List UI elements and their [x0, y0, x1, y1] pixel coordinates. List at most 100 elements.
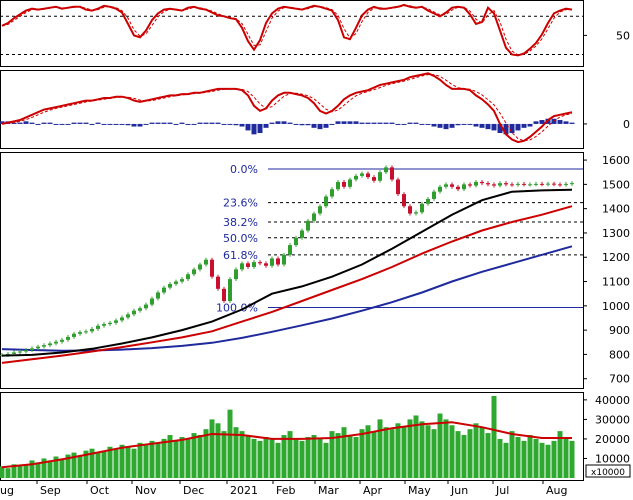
volume-bar: [137, 442, 143, 478]
volume-bar: [95, 452, 101, 478]
price-candle-body: [570, 183, 574, 185]
volume-bar: [269, 438, 275, 478]
volume-bar: [263, 436, 269, 478]
volume-bar: [275, 442, 281, 478]
macd-histogram-bar: [71, 122, 77, 124]
volume-bar: [413, 415, 419, 478]
macd-histogram-bar: [95, 122, 101, 124]
x-axis-label: Nov: [135, 484, 157, 496]
macd-histogram-bar: [167, 122, 173, 124]
price-candle-body: [318, 206, 322, 214]
volume-bar: [317, 438, 323, 478]
macd-histogram-bar: [47, 122, 53, 124]
macd-histogram-bar: [323, 123, 329, 128]
volume-bar: [455, 431, 461, 478]
price-candle-body: [330, 189, 334, 197]
macd-histogram-bar: [449, 123, 455, 128]
macd-histogram-bar: [161, 122, 167, 124]
price-candle-body: [438, 186, 442, 192]
macd-histogram-bar: [485, 123, 491, 130]
macd-histogram-bar: [293, 123, 299, 125]
price-candle-body: [234, 269, 238, 280]
macd-histogram-bar: [527, 123, 533, 127]
volume-bar: [209, 419, 215, 478]
price-candle-body: [198, 264, 202, 270]
macd-histogram-bar: [347, 121, 353, 124]
macd-histogram-bar: [191, 123, 197, 125]
price-candle-body: [108, 322, 112, 325]
x-axis-label: Oct: [90, 484, 110, 496]
price-candle-body: [474, 181, 478, 186]
macd-histogram-bar: [89, 123, 95, 125]
volume-bar: [89, 448, 95, 478]
macd-histogram-bar: [491, 123, 497, 131]
price-candle-body: [258, 262, 262, 264]
price-candle-body: [72, 333, 76, 337]
volume-bar: [449, 425, 455, 478]
volume-bar: [353, 436, 359, 478]
volume-bar: [539, 442, 545, 478]
volume-bar: [83, 450, 89, 478]
macd-histogram-bar: [23, 121, 29, 124]
price-candle-body: [396, 179, 400, 195]
macd-histogram-bar: [329, 123, 335, 125]
price-candle-body: [486, 183, 490, 185]
volume-bar: [0, 466, 5, 478]
volume-bar: [251, 438, 257, 478]
macd-histogram-bar: [107, 123, 113, 125]
macd-histogram-bar: [17, 122, 23, 124]
macd-histogram-bar: [101, 123, 107, 125]
macd-histogram-bar: [173, 123, 179, 125]
price-candle-body: [372, 177, 376, 181]
macd-histogram-bar: [419, 123, 425, 125]
price-candle-body: [114, 320, 118, 323]
x-axis-label: May: [408, 484, 431, 496]
price-candle-body: [216, 276, 220, 289]
price-candle-body: [240, 263, 244, 270]
volume-bar: [335, 433, 341, 478]
volume-ytick-label: 30000: [595, 413, 630, 426]
price-ytick-label: 1400: [602, 203, 630, 216]
volume-bar: [29, 460, 35, 478]
volume-bar: [185, 438, 191, 478]
volume-bar: [221, 431, 227, 478]
macd-histogram-bar: [203, 122, 209, 124]
price-candle-body: [456, 186, 460, 190]
volume-bar: [149, 440, 155, 478]
price-candle-body: [378, 172, 382, 181]
macd-histogram-bar: [257, 123, 263, 134]
x-axis-label: Aug: [546, 484, 567, 496]
volume-bar: [287, 431, 293, 478]
macd-histogram-bar: [59, 123, 65, 125]
price-candle-body: [150, 298, 154, 305]
volume-bar: [215, 423, 221, 478]
x-axis-label: Mar: [318, 484, 339, 496]
macd-histogram-bar: [149, 122, 155, 124]
volume-bar: [503, 442, 509, 478]
macd-histogram-bar: [83, 122, 89, 124]
macd-histogram-bar: [233, 123, 239, 126]
price-candle-body: [246, 263, 250, 267]
macd-histogram-bar: [413, 122, 419, 124]
macd-signal-line: [1, 74, 573, 142]
macd-histogram-bar: [467, 123, 473, 125]
macd-histogram-bar: [437, 123, 443, 128]
volume-bar: [125, 446, 131, 478]
price-candle-body: [192, 269, 196, 275]
price-candle-body: [96, 325, 100, 329]
price-ytick-label: 1300: [602, 227, 630, 240]
volume-bar: [473, 423, 479, 478]
price-candle-body: [144, 304, 148, 309]
macd-histogram-bar: [479, 123, 485, 128]
macd-histogram-bar: [29, 122, 35, 124]
price-candle-body: [186, 274, 190, 280]
volume-bar: [407, 419, 413, 478]
price-candle-body: [42, 345, 46, 347]
price-ytick-label: 1500: [602, 178, 630, 191]
macd-histogram-bar: [125, 123, 131, 126]
price-candle-body: [132, 310, 136, 315]
volume-bar: [419, 421, 425, 478]
macd-histogram-bar: [0, 121, 5, 124]
volume-bar: [41, 458, 47, 478]
